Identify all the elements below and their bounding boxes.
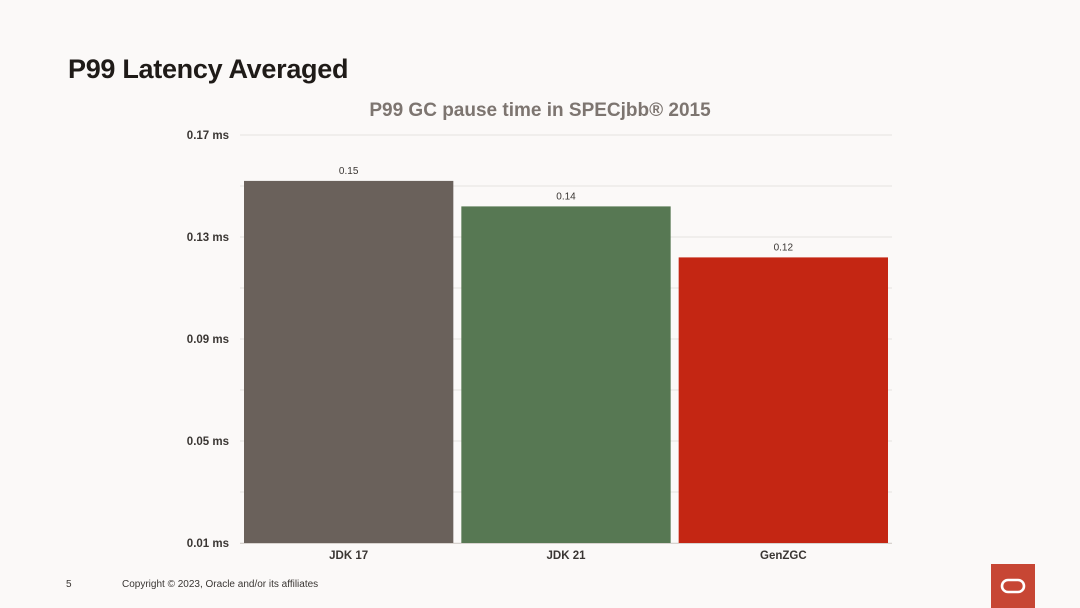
slide-title: P99 Latency Averaged (68, 54, 349, 84)
bar-jdk-21 (461, 206, 671, 543)
bar-jdk-17 (244, 180, 454, 543)
y-axis: 0.01 ms 0.05 ms 0.09 ms 0.13 ms 0.17 ms (187, 130, 229, 550)
x-tick-label: JDK 21 (547, 550, 587, 562)
bar-chart: P99 GC pause time in SPECjbb® 2015 0.01 … (187, 100, 892, 562)
x-axis: JDK 17 JDK 21 GenZGC (240, 543, 892, 562)
y-tick-label: 0.01 ms (187, 538, 229, 550)
data-label: 0.15 (339, 166, 359, 177)
bar-genzgc (678, 257, 888, 543)
bars (244, 180, 888, 543)
x-tick-label: JDK 17 (329, 550, 368, 562)
y-tick-label: 0.17 ms (187, 130, 229, 142)
x-tick-label: GenZGC (760, 550, 807, 562)
data-label: 0.14 (556, 191, 576, 202)
y-tick-label: 0.09 ms (187, 334, 229, 346)
page-number: 5 (66, 579, 72, 590)
data-labels: 0.15 0.14 0.12 (339, 166, 794, 254)
copyright-text: Copyright © 2023, Oracle and/or its affi… (122, 579, 319, 590)
y-tick-label: 0.05 ms (187, 436, 229, 448)
oracle-logo-icon (991, 564, 1035, 608)
data-label: 0.12 (774, 242, 794, 253)
chart-title: P99 GC pause time in SPECjbb® 2015 (369, 100, 711, 121)
y-tick-label: 0.13 ms (187, 232, 229, 244)
